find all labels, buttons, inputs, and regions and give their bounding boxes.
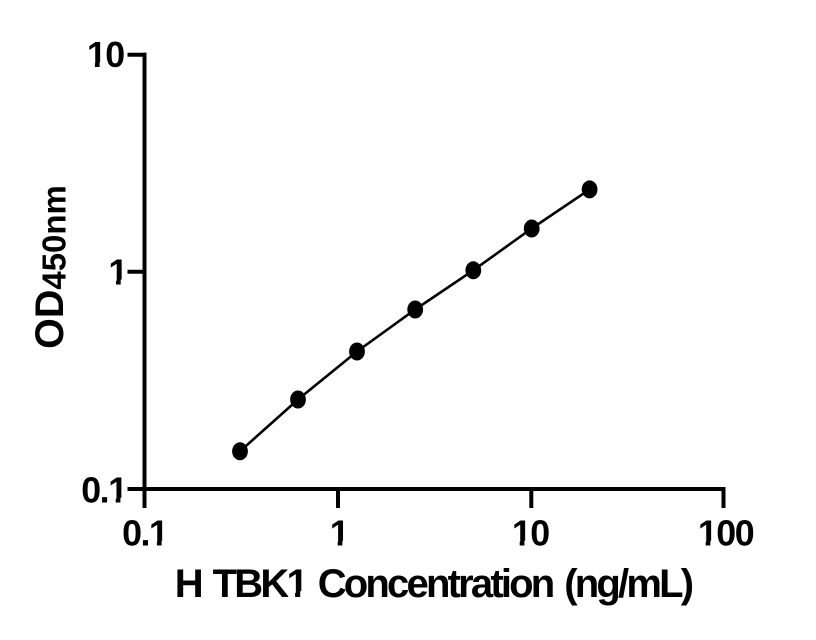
svg-text:H TBK1 Concentration (ng/mL): H TBK1 Concentration (ng/mL) <box>175 562 693 606</box>
svg-text:1: 1 <box>330 514 349 554</box>
svg-text:10: 10 <box>512 514 549 554</box>
svg-text:100: 100 <box>698 514 754 554</box>
svg-text:0.1: 0.1 <box>81 471 127 511</box>
svg-text:OD450nm: OD450nm <box>28 185 73 349</box>
svg-text:0.1: 0.1 <box>122 514 168 554</box>
svg-text:1: 1 <box>108 253 127 293</box>
svg-text:10: 10 <box>87 35 124 75</box>
